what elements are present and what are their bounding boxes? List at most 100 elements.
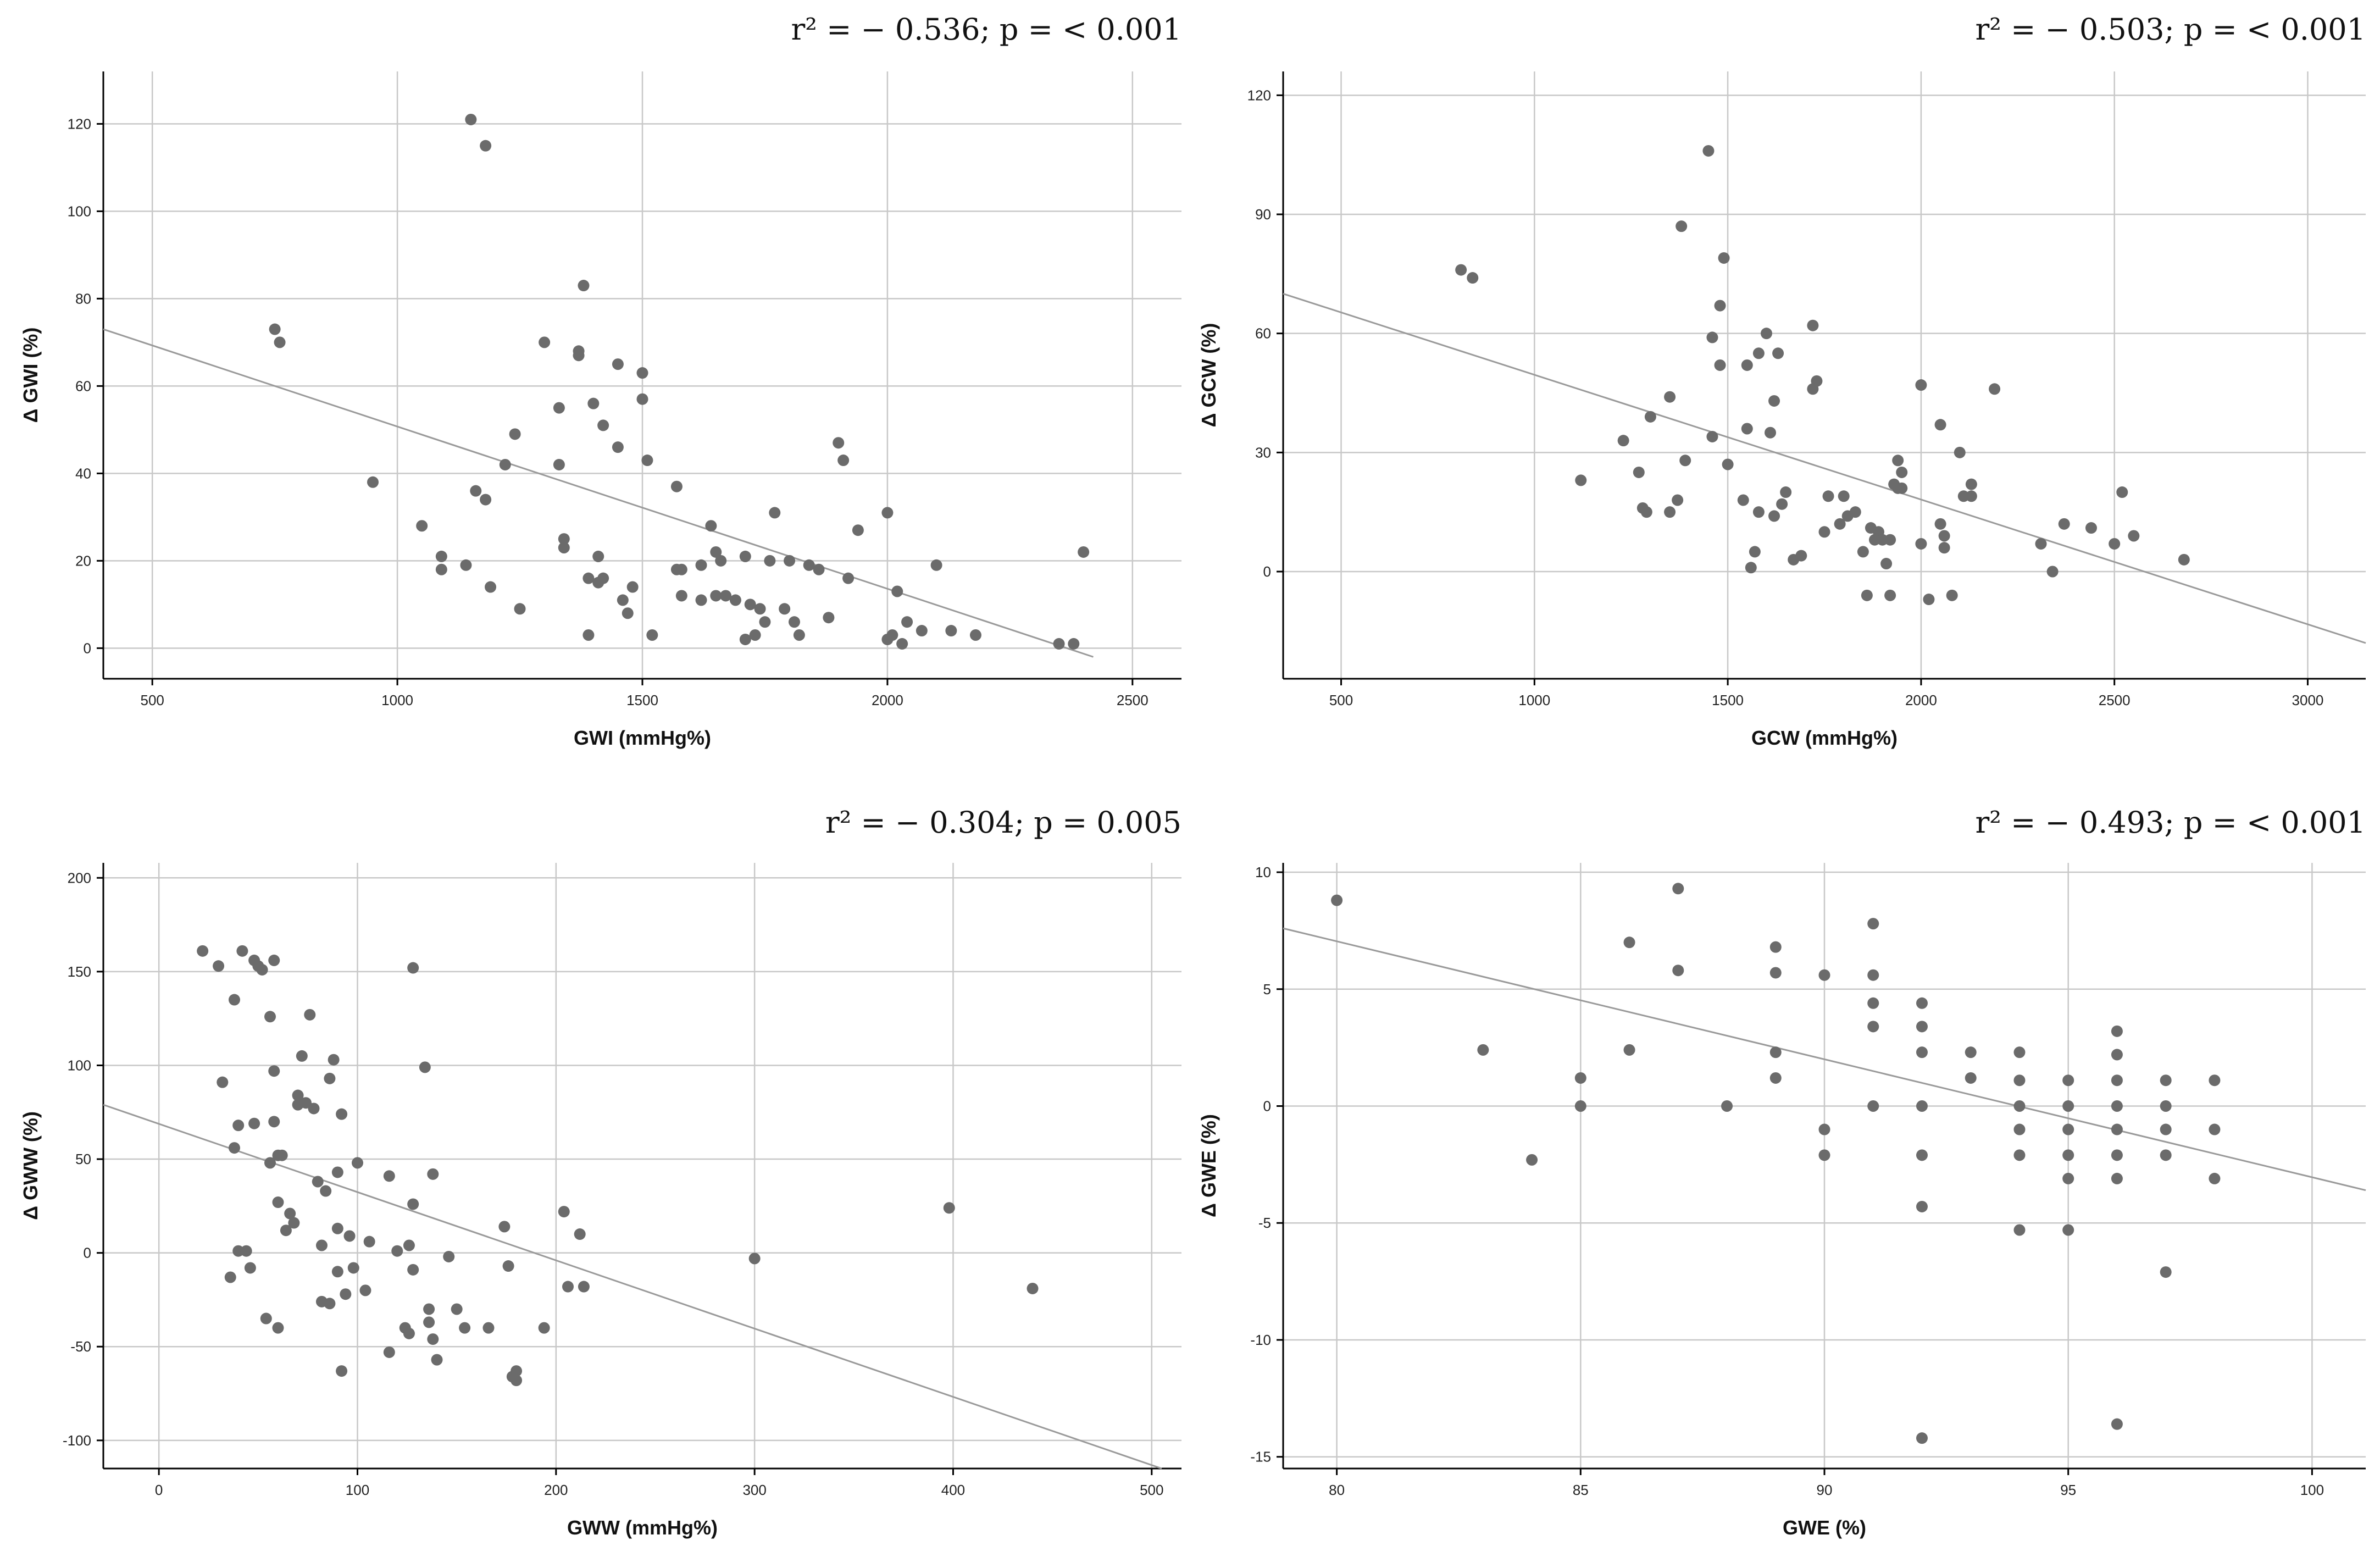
- data-point: [459, 1322, 471, 1334]
- data-point: [224, 1271, 236, 1283]
- data-point: [499, 458, 511, 470]
- data-point: [511, 1365, 523, 1377]
- y-tick-label: -100: [63, 1432, 91, 1449]
- data-point: [1867, 1021, 1879, 1033]
- x-tick-label: 1500: [1712, 692, 1744, 708]
- data-point: [2109, 538, 2121, 550]
- data-point: [1672, 883, 1684, 895]
- y-tick-label: 60: [1255, 325, 1271, 342]
- data-point: [1633, 466, 1645, 478]
- data-point: [1737, 494, 1749, 506]
- data-point: [403, 1239, 415, 1251]
- data-point: [2013, 1074, 2026, 1087]
- data-point: [480, 494, 492, 506]
- x-tick-label: 1500: [626, 692, 658, 708]
- data-point: [2062, 1224, 2074, 1236]
- data-point: [320, 1185, 332, 1197]
- data-point: [331, 1266, 343, 1278]
- x-axis-label: GWW (mmHg%): [567, 1516, 718, 1539]
- data-point: [248, 1117, 260, 1129]
- x-tick-label: 100: [346, 1482, 369, 1498]
- data-point: [597, 419, 609, 431]
- data-point: [823, 612, 835, 624]
- data-point: [710, 546, 722, 558]
- data-point: [2013, 1149, 2026, 1161]
- regression-line: [103, 1104, 1162, 1470]
- data-point: [759, 616, 771, 628]
- data-point: [213, 960, 225, 972]
- data-point: [764, 555, 776, 567]
- data-point: [340, 1288, 352, 1300]
- data-point: [1896, 466, 1908, 478]
- data-point: [1752, 506, 1765, 518]
- x-axis-label: GCW (mmHg%): [1751, 727, 1898, 749]
- data-point: [1741, 359, 1753, 371]
- x-tick-label: 90: [1817, 1482, 1833, 1498]
- data-point: [833, 437, 845, 449]
- data-point: [2160, 1074, 2172, 1087]
- data-point: [232, 1120, 245, 1132]
- data-point: [1938, 530, 1950, 542]
- data-point: [558, 533, 570, 545]
- data-point: [2160, 1266, 2172, 1278]
- data-point: [435, 563, 447, 575]
- data-point: [675, 563, 687, 575]
- data-point: [612, 441, 624, 453]
- data-point: [553, 402, 565, 414]
- x-tick-label: 0: [155, 1482, 163, 1498]
- x-tick-label: 2500: [1117, 692, 1149, 708]
- y-tick-label: 100: [68, 203, 91, 219]
- data-point: [427, 1333, 439, 1345]
- data-point: [264, 1157, 276, 1169]
- y-tick-label: -50: [70, 1338, 91, 1355]
- data-point: [228, 994, 240, 1006]
- data-point: [1884, 589, 1896, 601]
- data-point: [1741, 423, 1753, 435]
- data-point: [1772, 347, 1784, 359]
- data-point: [749, 629, 761, 641]
- data-point: [891, 585, 903, 597]
- data-point: [328, 1054, 340, 1066]
- data-point: [407, 1264, 419, 1276]
- data-point: [485, 581, 497, 593]
- data-point: [269, 323, 281, 335]
- y-tick-label: 40: [75, 465, 91, 481]
- data-point: [1915, 379, 1927, 391]
- data-point: [1672, 965, 1684, 977]
- x-tick-label: 80: [1329, 1482, 1345, 1498]
- scatter-panel-gww: 0 100 200 300 400 500 -100 -50 0 50 100 150 200 r² = …: [19, 805, 1181, 1539]
- data-point: [1760, 328, 1772, 340]
- data-point: [244, 1262, 256, 1274]
- y-tick-label: 0: [1263, 563, 1271, 580]
- scatter-panel-gwe: 80 85 90 95 100 -15 -10 -5 0 5 10 r² = − 0.493; p =…: [1197, 805, 2366, 1539]
- data-point: [538, 1322, 550, 1334]
- data-point: [2058, 518, 2070, 530]
- data-point: [1455, 264, 1467, 276]
- correlation-stats: r² = − 0.503; p = < 0.001: [1975, 12, 2366, 47]
- data-point: [268, 954, 280, 966]
- data-point: [1838, 490, 1850, 502]
- data-point: [945, 625, 957, 637]
- y-tick-label: 90: [1255, 206, 1271, 223]
- data-point: [2035, 538, 2047, 550]
- data-point: [578, 280, 590, 292]
- data-point: [1780, 486, 1792, 498]
- data-point: [1714, 300, 1726, 312]
- data-point: [881, 507, 894, 519]
- y-tick-label: 150: [68, 963, 91, 980]
- data-point: [2209, 1074, 2221, 1087]
- data-point: [1765, 426, 1776, 439]
- data-point: [1679, 455, 1691, 467]
- data-point: [779, 603, 791, 615]
- data-point: [1769, 1046, 1782, 1059]
- data-point: [1714, 359, 1726, 371]
- data-point: [1623, 937, 1635, 949]
- data-point: [675, 590, 687, 602]
- data-point: [347, 1262, 359, 1274]
- data-point: [1526, 1154, 1538, 1166]
- data-point: [1722, 458, 1734, 470]
- data-point: [272, 1322, 284, 1334]
- data-point: [612, 358, 624, 370]
- data-point: [407, 1198, 419, 1210]
